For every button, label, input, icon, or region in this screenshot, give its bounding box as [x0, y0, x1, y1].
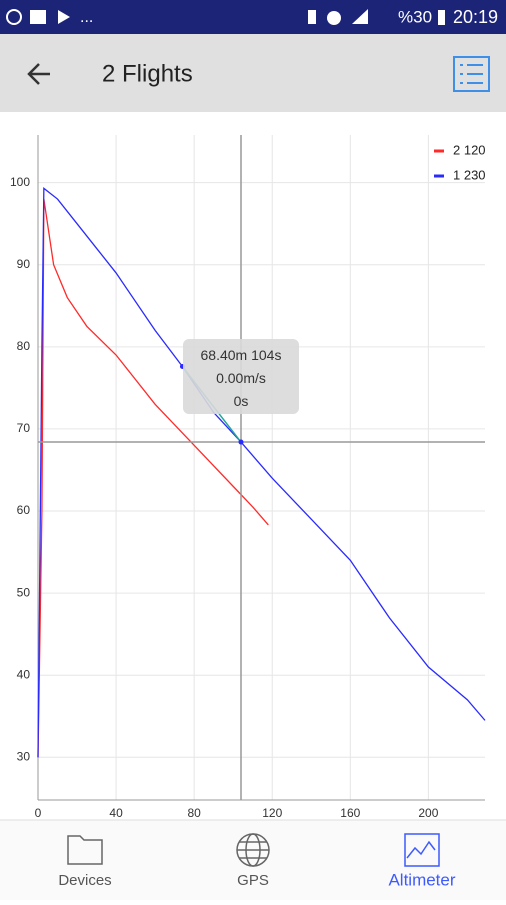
legend-label: 1 230 — [453, 167, 486, 182]
status-icon — [6, 9, 22, 25]
list-button[interactable] — [453, 56, 490, 92]
x-tick-label: 0 — [35, 806, 42, 820]
selection-point — [238, 439, 244, 445]
y-tick-label: 100 — [10, 175, 30, 189]
nav-label[interactable]: GPS — [237, 872, 269, 889]
x-tick-label: 120 — [262, 806, 282, 820]
y-tick-label: 40 — [17, 667, 31, 681]
status-icon — [30, 10, 46, 24]
chart-area — [0, 112, 506, 820]
nav-label[interactable]: Altimeter — [388, 870, 455, 889]
nav-label[interactable]: Devices — [58, 872, 111, 889]
status-time: 20:19 — [453, 7, 498, 27]
battery-icon — [438, 10, 445, 25]
legend-label: 2 120 — [453, 142, 486, 157]
status-battery: %30 — [398, 7, 432, 26]
x-tick-label: 80 — [187, 806, 201, 820]
back-button[interactable] — [27, 63, 50, 85]
altimeter-icon — [404, 833, 440, 867]
x-tick-label: 200 — [418, 806, 438, 820]
page-title: 2 Flights — [102, 60, 193, 87]
tooltip-text: 68.40m 104s — [201, 347, 282, 363]
status-icon — [327, 11, 341, 25]
y-tick-label: 60 — [17, 503, 31, 517]
app-bar — [0, 34, 506, 112]
y-tick-label: 30 — [17, 749, 31, 763]
chart: 30 40 50 60 70 80 90 100 0 40 80 120 160 200 68.40m 10… — [10, 135, 486, 820]
status-icon — [352, 9, 368, 24]
status-icon — [308, 10, 316, 24]
y-tick-label: 90 — [17, 257, 31, 271]
tooltip-text: 0s — [234, 393, 249, 409]
status-icon — [58, 10, 70, 24]
gps-icon — [236, 833, 270, 867]
status-bar — [0, 0, 506, 34]
y-tick-label: 50 — [17, 585, 31, 599]
devices-icon — [67, 835, 103, 865]
y-tick-label: 80 — [17, 339, 31, 353]
status-notifications: ... — [80, 9, 93, 26]
tooltip-box — [183, 339, 300, 415]
tooltip-text: 0.00m/s — [216, 370, 266, 386]
y-tick-label: 70 — [17, 421, 31, 435]
x-tick-label: 40 — [109, 806, 123, 820]
x-tick-label: 160 — [340, 806, 360, 820]
